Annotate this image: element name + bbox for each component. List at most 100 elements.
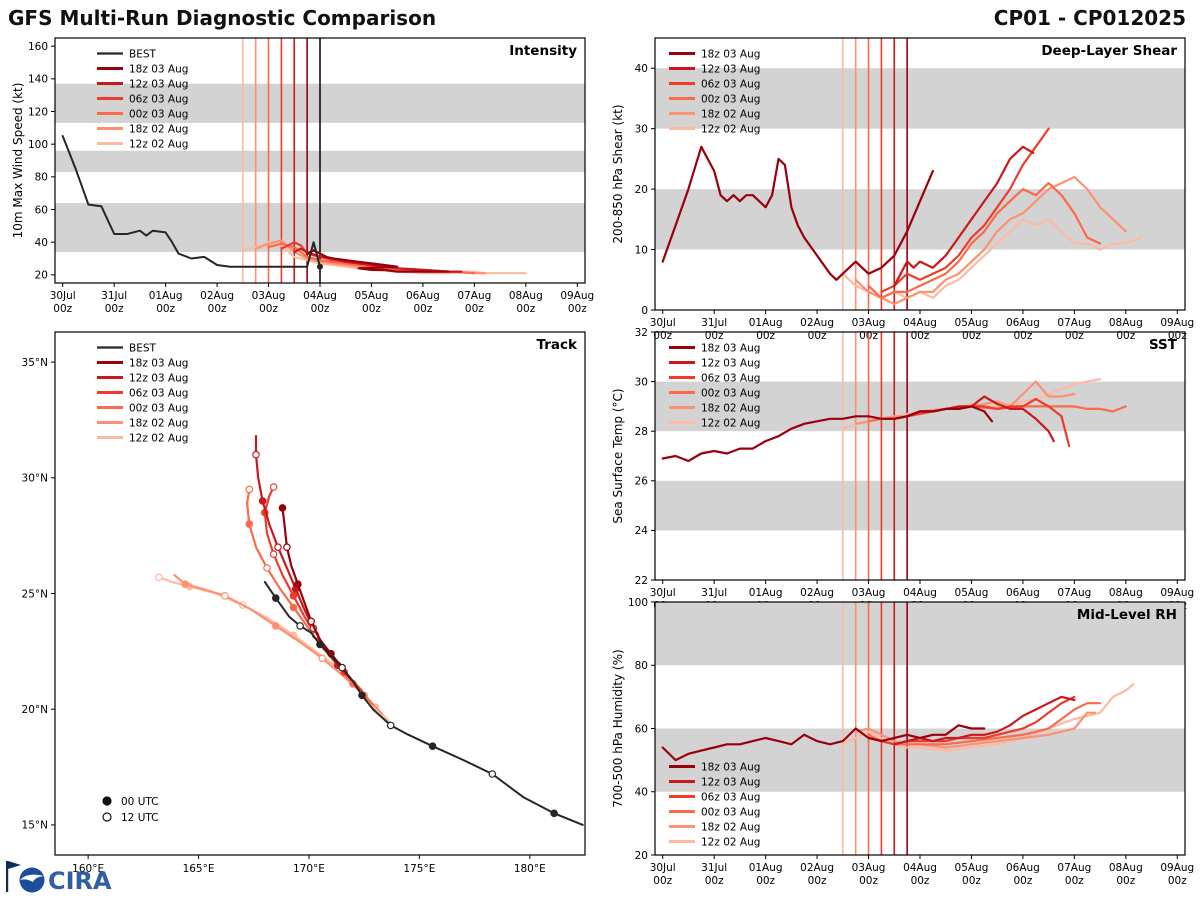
legend-label-06z-03-aug: 06z 03 Aug <box>701 791 760 803</box>
shaded-band <box>655 68 1185 129</box>
legend-label-18z-02-aug: 18z 02 Aug <box>129 417 188 429</box>
legend-label-12z-03-aug: 12z 03 Aug <box>701 776 760 788</box>
fix-12utc-marker <box>155 573 163 582</box>
filled-marker-icon <box>102 796 112 806</box>
x-tick-label: 170°E <box>293 863 325 875</box>
x-tick-label: 02Aug <box>800 862 834 874</box>
fix-12utc-marker <box>307 617 316 626</box>
legend-label-06z-03-aug: 06z 03 Aug <box>701 372 760 384</box>
panel-title: Mid-Level RH <box>1077 607 1177 623</box>
fix-00utc-marker <box>271 622 280 630</box>
y-tick-label: 35°N <box>22 357 48 369</box>
x-tick-label: 01Aug <box>749 862 783 874</box>
x-tick-label: 04Aug <box>303 290 337 302</box>
y-tick-label: 20 <box>635 850 648 862</box>
x-tick-label: 07Aug <box>457 290 491 302</box>
x-tick-label: 00z <box>756 875 775 887</box>
x-tick-label: 00z <box>1013 330 1032 342</box>
cira-logo-text: CIRA <box>48 867 112 895</box>
x-tick-label: 00z <box>653 330 672 342</box>
legend-label-00z-03-aug: 00z 03 Aug <box>129 108 188 120</box>
x-tick-label: 09Aug <box>560 290 594 302</box>
y-tick-label: 60 <box>635 723 648 735</box>
x-tick-label: 00z <box>1116 875 1135 887</box>
x-tick-label: 08Aug <box>1109 317 1143 329</box>
x-tick-label: 00z <box>362 303 381 315</box>
x-tick-label: 165°E <box>183 863 215 875</box>
series-18z-03-aug <box>306 249 450 273</box>
x-tick-label: 00z <box>859 875 878 887</box>
panel-track: 15°N 20°N 25°N 30°N 35°N 160°E 165°E 170°E 175°E… <box>22 331 586 875</box>
x-tick-label: 00z <box>208 303 227 315</box>
series-18z-03-aug <box>661 405 994 463</box>
legend-label-12z-03-aug: 12z 03 Aug <box>129 78 188 90</box>
legend-label-18z-02-aug: 18z 02 Aug <box>129 123 188 135</box>
noaa-bird-icon <box>20 874 44 882</box>
x-tick-label: 30Jul <box>650 862 676 874</box>
fix-00utc-marker <box>358 691 366 700</box>
fix-00utc-marker <box>271 594 280 602</box>
fix-00utc-marker <box>294 580 302 589</box>
fix-12utc-marker <box>245 485 254 494</box>
legend-label-06z-03-aug: 06z 03 Aug <box>129 387 188 399</box>
legend-label-18z-02-aug: 18z 02 Aug <box>701 821 760 833</box>
open-marker-icon <box>102 812 112 822</box>
x-tick-label: 00z <box>1116 330 1135 342</box>
series-12z-03-aug <box>293 247 463 273</box>
page-title: GFS Multi-Run Diagnostic Comparison <box>8 6 437 30</box>
y-tick-label: 32 <box>635 327 648 339</box>
shaded-band <box>655 480 1185 531</box>
series-06z-03-aug <box>880 127 1050 293</box>
x-tick-label: 05Aug <box>955 587 989 599</box>
legend-label-12z-02-aug: 12z 02 Aug <box>129 432 188 444</box>
x-tick-label: 31Jul <box>701 587 727 599</box>
fix-00utc-marker <box>258 497 267 505</box>
x-tick-label: 05Aug <box>355 290 389 302</box>
y-tick-label: 20 <box>35 270 48 282</box>
fix-12utc-marker <box>221 591 229 600</box>
x-tick-label: 00z <box>1065 875 1084 887</box>
y-axis-label: 10m Max Wind Speed (kt) <box>11 83 25 239</box>
series-best <box>61 135 321 268</box>
fix-00utc-marker <box>289 591 298 600</box>
fix-12utc-marker <box>318 654 327 663</box>
fix-12utc-marker <box>386 721 395 730</box>
x-tick-label: 00z <box>516 303 535 315</box>
x-tick-label: 09Aug <box>1160 862 1194 874</box>
fix-00utc-marker <box>245 520 254 528</box>
y-tick-label: 30 <box>635 376 648 388</box>
x-tick-label: 08Aug <box>1109 862 1143 874</box>
x-tick-label: 00z <box>756 330 775 342</box>
x-tick-label: 00z <box>962 330 981 342</box>
fix-12utc-marker <box>296 622 304 630</box>
marker-legend-label: 00 UTC <box>121 796 159 808</box>
panel-intensity: 2040608010012014016030Jul00z31Jul00z01Au… <box>11 37 594 315</box>
series-06z-03-aug <box>880 695 1076 746</box>
y-tick-label: 0 <box>641 305 648 317</box>
x-tick-label: 00z <box>1168 330 1187 342</box>
y-tick-label: 15°N <box>22 820 48 832</box>
y-tick-label: 100 <box>28 139 48 151</box>
series-12z-03-aug <box>893 145 1035 287</box>
fix-12utc-marker <box>269 550 278 559</box>
panel-sst: 22 24 26 28 30 32 30Jul 00z 31Jul 00z 01Aug 00z 02Au… <box>611 327 1194 612</box>
legend-label-12z-03-aug: 12z 03 Aug <box>129 372 188 384</box>
y-tick-label: 26 <box>635 476 649 488</box>
x-tick-label: 160°E <box>72 863 104 875</box>
x-tick-label: 01Aug <box>149 290 183 302</box>
legend-label-18z-03-aug: 18z 03 Aug <box>701 342 760 354</box>
y-tick-label: 60 <box>35 204 48 216</box>
x-tick-label: 30Jul <box>650 317 676 329</box>
panel-title: Deep-Layer Shear <box>1041 43 1177 59</box>
y-tick-label: 20 <box>635 184 648 196</box>
storm-id: CP01 - CP012025 <box>993 6 1186 30</box>
legend-label-00z-03-aug: 00z 03 Aug <box>129 402 188 414</box>
legend-label-18z-02-aug: 18z 02 Aug <box>701 108 760 120</box>
legend-label-12z-03-aug: 12z 03 Aug <box>701 357 760 369</box>
x-tick-label: 03Aug <box>852 862 886 874</box>
best-end-marker <box>317 263 323 270</box>
legend-label-06z-03-aug: 06z 03 Aug <box>129 93 188 105</box>
fix-00utc-marker <box>181 580 190 589</box>
x-tick-label: 30Jul <box>650 587 676 599</box>
x-tick-label: 02Aug <box>800 317 834 329</box>
